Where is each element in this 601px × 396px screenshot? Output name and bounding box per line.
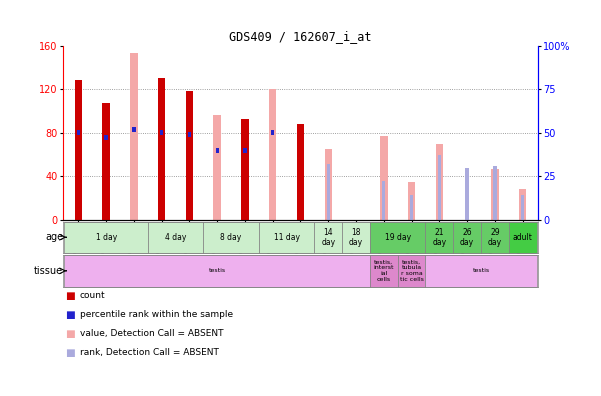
Text: testis,
interst
ial
cells: testis, interst ial cells	[374, 260, 394, 282]
Text: 8 day: 8 day	[221, 233, 242, 242]
Bar	[271, 130, 275, 135]
Text: 29
day: 29 day	[488, 228, 502, 247]
Bar	[410, 195, 413, 220]
Bar	[213, 115, 221, 220]
Bar	[314, 222, 342, 253]
Bar	[77, 130, 80, 135]
Text: ■: ■	[65, 310, 75, 320]
Bar	[408, 182, 415, 220]
Bar	[269, 89, 276, 220]
Bar	[241, 118, 249, 220]
Bar	[436, 143, 443, 220]
Bar	[325, 149, 332, 220]
Bar	[158, 78, 165, 220]
Bar	[370, 255, 398, 287]
Bar	[188, 132, 191, 137]
Bar	[380, 136, 388, 220]
Bar	[426, 255, 537, 287]
Bar	[64, 255, 370, 287]
Bar	[493, 166, 496, 220]
Text: ■: ■	[65, 348, 75, 358]
Bar	[342, 222, 370, 253]
Text: 19 day: 19 day	[385, 233, 410, 242]
Text: 11 day: 11 day	[273, 233, 300, 242]
Text: ■: ■	[65, 291, 75, 301]
Bar	[370, 222, 426, 253]
Text: testis: testis	[472, 268, 490, 273]
Bar	[105, 135, 108, 140]
Bar	[382, 181, 385, 220]
Text: testis,
tubula
r soma
tic cells: testis, tubula r soma tic cells	[400, 260, 424, 282]
Bar	[521, 195, 524, 220]
Text: 21
day: 21 day	[432, 228, 447, 247]
Bar	[160, 130, 163, 135]
Bar	[398, 255, 426, 287]
Bar	[519, 189, 526, 220]
Text: 4 day: 4 day	[165, 233, 186, 242]
Bar	[259, 222, 314, 253]
Text: tissue: tissue	[34, 266, 63, 276]
Bar	[426, 222, 453, 253]
Title: GDS409 / 162607_i_at: GDS409 / 162607_i_at	[229, 30, 372, 43]
Bar	[186, 91, 193, 220]
Text: rank, Detection Call = ABSENT: rank, Detection Call = ABSENT	[80, 348, 219, 357]
Bar	[216, 148, 219, 152]
Bar	[243, 148, 246, 152]
Bar	[326, 164, 330, 220]
Bar	[297, 124, 304, 220]
Text: testis: testis	[209, 268, 226, 273]
Text: count: count	[80, 291, 106, 300]
Bar	[132, 127, 136, 131]
Text: 1 day: 1 day	[96, 233, 117, 242]
Bar	[148, 222, 203, 253]
Text: 14
day: 14 day	[321, 228, 335, 247]
Bar	[491, 169, 499, 220]
Text: age: age	[45, 232, 63, 242]
Bar	[130, 53, 138, 220]
Bar	[481, 222, 508, 253]
Bar	[64, 222, 148, 253]
Text: ■: ■	[65, 329, 75, 339]
Bar	[102, 103, 110, 220]
Bar	[453, 222, 481, 253]
Bar	[203, 222, 259, 253]
Text: 26
day: 26 day	[460, 228, 474, 247]
Text: 18
day: 18 day	[349, 228, 363, 247]
Bar	[508, 222, 537, 253]
Bar	[465, 168, 469, 220]
Text: percentile rank within the sample: percentile rank within the sample	[80, 310, 233, 319]
Text: adult: adult	[513, 233, 532, 242]
Bar	[438, 155, 441, 220]
Bar	[75, 80, 82, 220]
Text: value, Detection Call = ABSENT: value, Detection Call = ABSENT	[80, 329, 224, 338]
